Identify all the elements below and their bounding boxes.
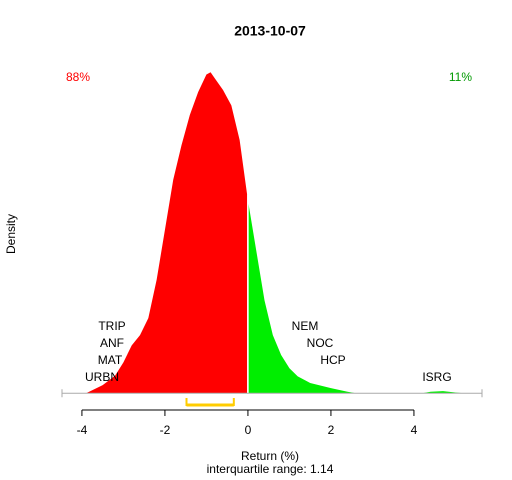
ticker-label: MAT — [98, 353, 123, 367]
ticker-label: TRIP — [98, 319, 125, 333]
x-tick-label: -2 — [160, 423, 171, 437]
chart-title: 2013-10-07 — [234, 23, 306, 39]
x-tick-label: 2 — [328, 423, 335, 437]
x-axis-label: Return (%) — [241, 449, 299, 463]
ticker-label: URBN — [85, 370, 119, 384]
x-tick-label: 4 — [411, 423, 418, 437]
share-label: 88% — [66, 70, 90, 84]
share-label: 11% — [449, 70, 472, 84]
ticker-label: ISRG — [422, 370, 451, 384]
ticker-label: HCP — [320, 353, 345, 367]
x-tick-label: 0 — [245, 423, 252, 437]
ticker-label: ANF — [100, 336, 124, 350]
density-area — [247, 200, 464, 394]
density-area — [86, 72, 248, 394]
x-tick-label: -4 — [77, 423, 88, 437]
ticker-label: NEM — [292, 319, 319, 333]
y-axis-label: Density — [4, 214, 18, 254]
ticker-label: NOC — [307, 336, 334, 350]
subtitle: interquartile range: 1.14 — [207, 462, 334, 476]
